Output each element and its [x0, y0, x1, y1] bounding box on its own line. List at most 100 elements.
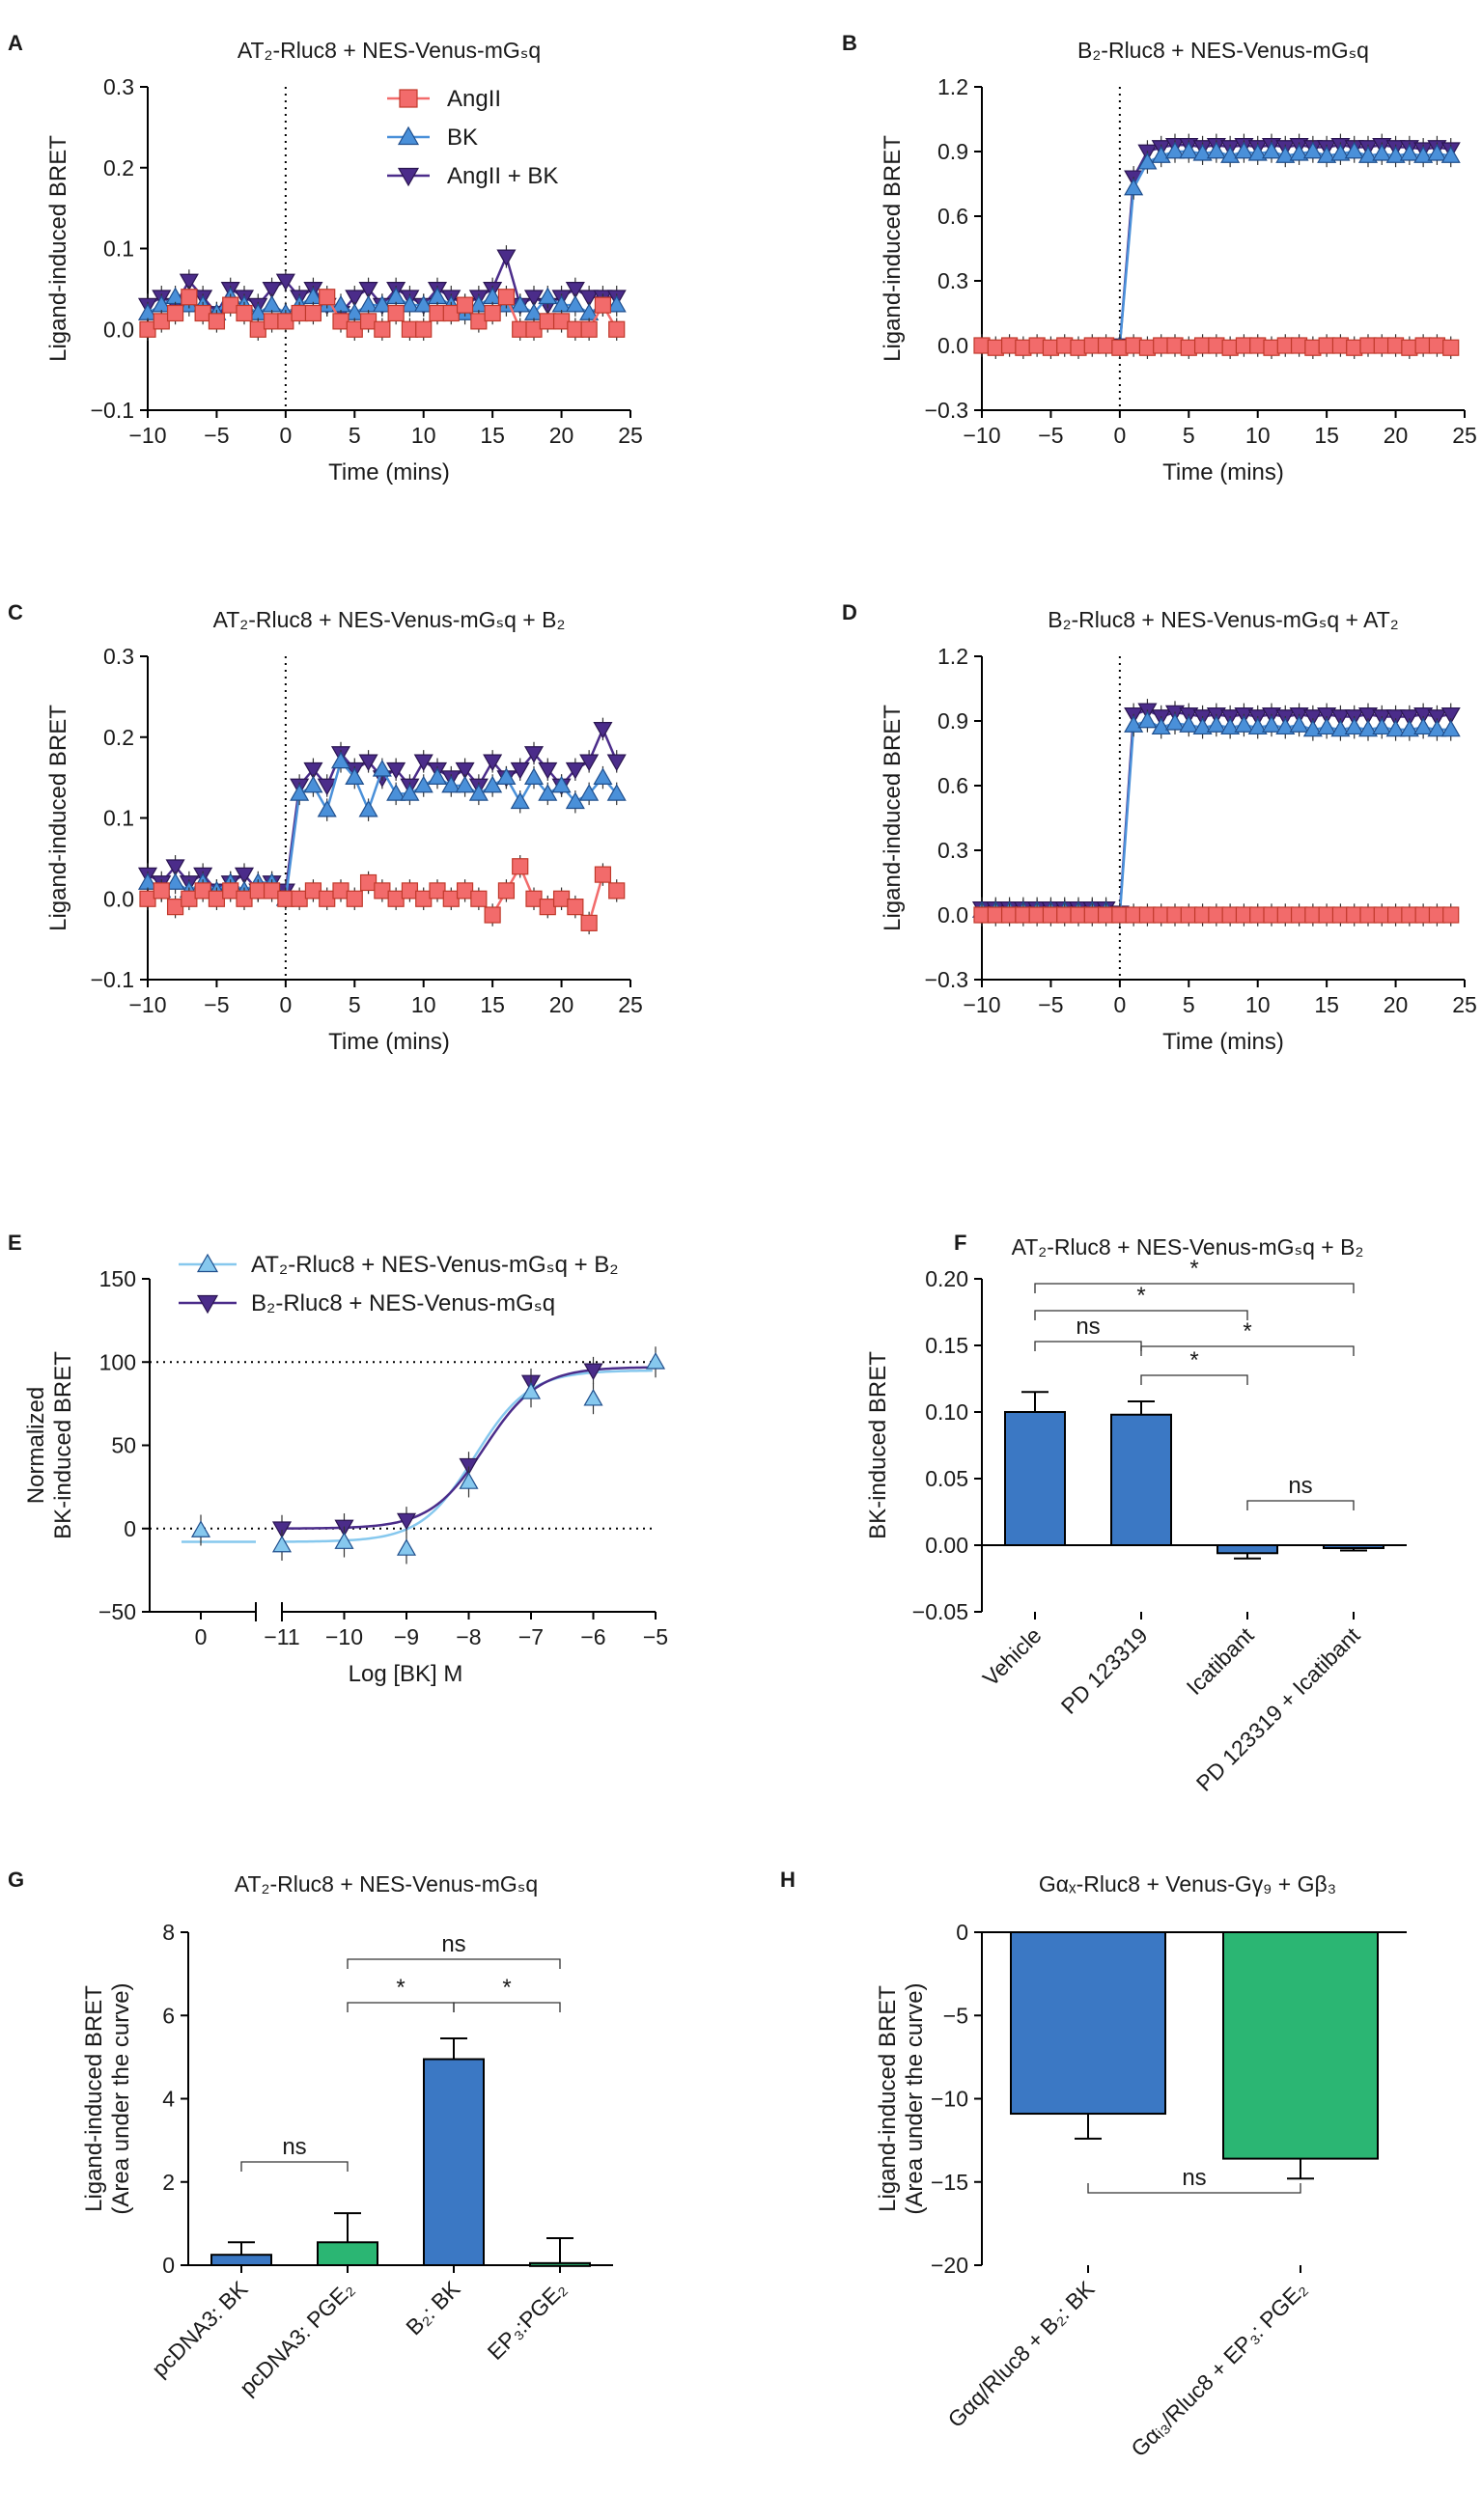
y-tick-label: −5	[943, 2003, 968, 2028]
data-point	[567, 899, 584, 916]
data-point	[1028, 906, 1046, 924]
bar	[1323, 1544, 1384, 1549]
y-tick-label: 0.9	[937, 708, 968, 734]
x-tick-label: pcDNA3: PGE₂	[235, 2276, 359, 2400]
data-point	[1111, 339, 1129, 356]
data-point	[429, 882, 446, 900]
data-point	[1357, 719, 1379, 737]
x-axis-title: Time (mins)	[1162, 459, 1284, 485]
data-point	[1401, 906, 1418, 924]
data-point	[222, 882, 239, 900]
data-point	[470, 890, 488, 907]
data-point	[593, 767, 613, 785]
data-point	[1414, 906, 1432, 924]
data-point	[442, 890, 460, 907]
data-point	[346, 320, 363, 338]
data-point	[523, 746, 545, 763]
y-axis-title-line2: (Area under the curve)	[902, 1982, 928, 2214]
x-axis-title: Time (mins)	[1162, 1029, 1284, 1055]
panel-title: Gαₓ-Rluc8 + Venus-Gγ₉ + Gβ₃	[1039, 1871, 1336, 1897]
data-point	[1208, 906, 1225, 924]
data-point	[345, 767, 365, 785]
data-point	[1235, 906, 1253, 924]
data-point	[165, 859, 185, 876]
data-point	[539, 899, 556, 916]
data-point	[1276, 337, 1294, 354]
data-point	[304, 882, 322, 900]
x-axis-title: Time (mins)	[328, 459, 450, 485]
data-point	[1304, 906, 1322, 924]
data-point	[1028, 337, 1046, 354]
data-point	[510, 762, 530, 780]
y-tick-label: 0.0	[103, 886, 134, 911]
data-point	[1164, 141, 1186, 159]
y-tick-label: 0.3	[937, 838, 968, 863]
y-axis-title-line1: Ligand-induced BRET	[81, 1985, 107, 2212]
panel-e: E −50 0 50 100 150 0 −11 −10 −9 −8 −7 −6 −5 Log [BK] M…	[8, 1231, 668, 1687]
data-point	[1261, 141, 1282, 159]
data-point	[539, 313, 556, 330]
significance-label: ns	[1076, 1314, 1100, 1340]
y-tick-label: 0.00	[925, 1533, 968, 1558]
legend-marker	[397, 125, 420, 146]
data-point	[249, 320, 266, 338]
x-tick-label: 20	[1384, 423, 1409, 448]
x-tick-label: −9	[394, 1624, 419, 1649]
data-point	[459, 1457, 479, 1476]
data-point	[1015, 339, 1032, 356]
significance-bracket	[453, 2002, 561, 2012]
data-point	[1208, 337, 1225, 354]
x-tick-label: 10	[411, 423, 436, 448]
data-point	[1153, 337, 1170, 354]
bar	[1004, 1411, 1066, 1546]
data-point	[153, 882, 170, 900]
data-point	[1124, 178, 1144, 196]
y-tick-label: 0.9	[937, 139, 968, 164]
data-point	[1138, 339, 1157, 356]
data-point	[1180, 906, 1197, 924]
data-point	[236, 890, 253, 907]
data-point	[429, 304, 446, 322]
data-point	[442, 304, 460, 322]
y-tick-label: 0.1	[103, 806, 134, 831]
data-point	[1357, 146, 1379, 163]
data-point	[1249, 906, 1267, 924]
x-axis-title: Time (mins)	[328, 1029, 450, 1055]
data-point	[319, 890, 336, 907]
data-point	[1193, 337, 1212, 354]
data-point	[1428, 906, 1446, 924]
data-point	[400, 294, 420, 313]
legend-label: B₂-Rluc8 + NES-Venus-mGₛq	[251, 1290, 555, 1316]
data-point	[1056, 906, 1074, 924]
data-point	[1318, 906, 1335, 924]
data-point	[1083, 906, 1101, 924]
data-point	[1317, 146, 1337, 163]
data-point	[510, 294, 530, 313]
y-tick-label: 0.0	[103, 317, 134, 342]
x-tick-label: −5	[204, 992, 229, 1017]
data-point	[441, 775, 461, 793]
panel-letter: C	[8, 600, 23, 624]
data-point	[1261, 715, 1282, 733]
data-point	[1302, 709, 1323, 727]
data-point	[484, 304, 501, 322]
data-point	[263, 313, 281, 330]
data-point	[1097, 337, 1115, 354]
data-point	[552, 890, 571, 907]
y-tick-label: −0.3	[925, 967, 968, 992]
y-tick-label: 0.2	[103, 725, 134, 750]
data-point	[1249, 337, 1267, 354]
data-point	[1179, 141, 1199, 159]
data-point	[1290, 337, 1308, 354]
data-point	[520, 1382, 542, 1399]
data-point	[1413, 146, 1434, 163]
data-point	[1440, 146, 1461, 163]
data-point	[332, 882, 350, 900]
y-tick-label: 2	[162, 2170, 175, 2195]
y-axis-title: Ligand-induced BRET	[45, 705, 71, 931]
y-axis-title: Ligand-induced BRET	[880, 135, 906, 362]
y-tick-label: 0.0	[937, 902, 968, 928]
data-point	[1153, 906, 1170, 924]
x-tick-label: −5	[1038, 992, 1063, 1017]
data-point	[1399, 709, 1419, 727]
